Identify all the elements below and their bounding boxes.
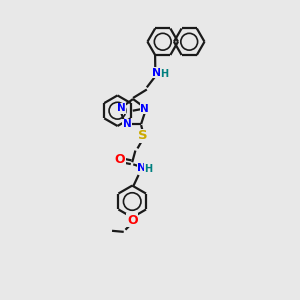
Text: N: N — [140, 103, 149, 114]
Text: H: H — [160, 69, 168, 79]
Text: N: N — [152, 68, 161, 77]
Text: N: N — [117, 103, 126, 113]
Text: N: N — [123, 119, 131, 129]
Text: N: N — [137, 163, 146, 172]
Text: H: H — [145, 164, 153, 174]
Text: O: O — [127, 214, 137, 227]
Text: O: O — [115, 153, 125, 166]
Text: S: S — [138, 129, 148, 142]
